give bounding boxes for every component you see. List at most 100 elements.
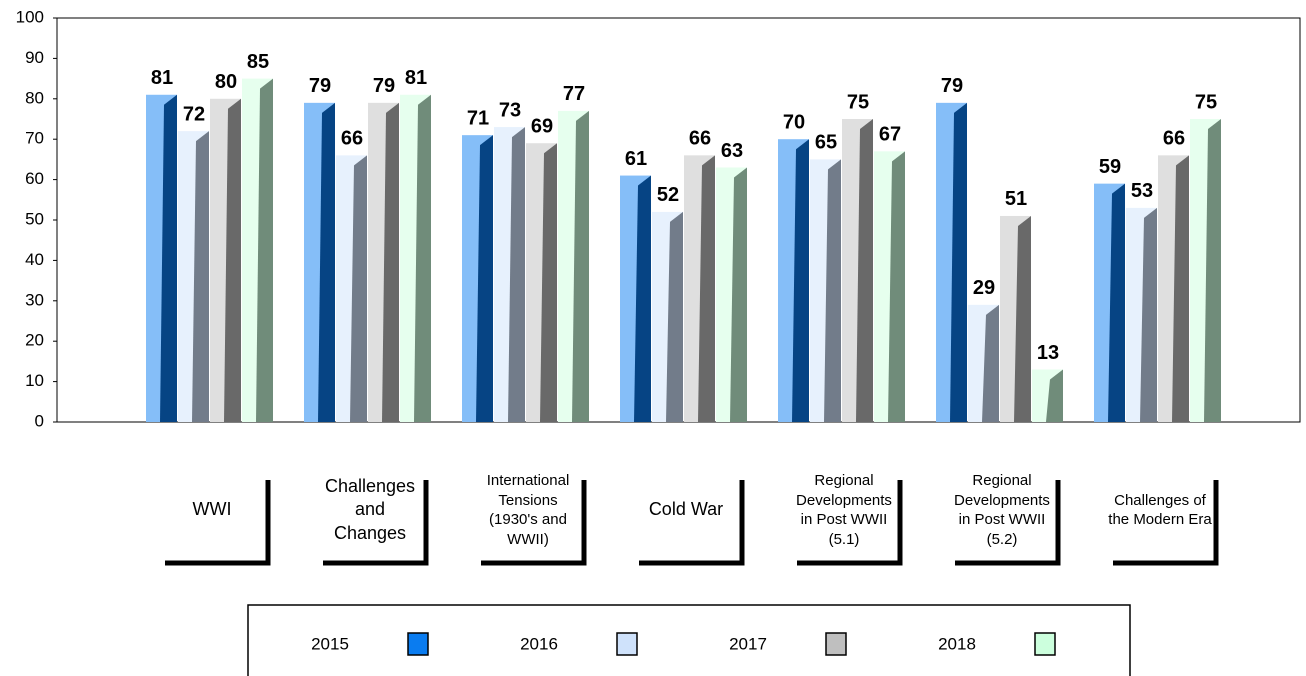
value-label: 53 bbox=[1131, 180, 1153, 202]
bar-side bbox=[318, 102, 335, 422]
x-tick-label: Challenges and Changes bbox=[324, 475, 416, 543]
bar-side bbox=[382, 102, 399, 422]
bar bbox=[558, 110, 589, 423]
bar bbox=[620, 175, 651, 422]
value-label: 51 bbox=[1005, 188, 1027, 210]
legend-frame bbox=[247, 604, 1131, 676]
bar bbox=[1032, 369, 1063, 422]
bar-side bbox=[224, 98, 241, 423]
bar-side bbox=[824, 159, 841, 422]
bar-side bbox=[792, 139, 809, 422]
x-tick-label: Cold War bbox=[648, 499, 724, 520]
bar-side bbox=[888, 151, 905, 422]
x-tick-label: International Tensions (1930's and WWII) bbox=[486, 472, 570, 548]
y-tick-label: 100 bbox=[16, 7, 44, 26]
bar bbox=[968, 304, 999, 422]
category-frame bbox=[955, 480, 1061, 566]
value-label: 59 bbox=[1099, 156, 1121, 178]
bar-side bbox=[1046, 369, 1063, 422]
legend-label: 2017 bbox=[729, 634, 767, 653]
y-tick-label: 30 bbox=[25, 290, 44, 309]
bar bbox=[684, 155, 715, 423]
value-label: 66 bbox=[341, 128, 363, 150]
value-label: 81 bbox=[151, 67, 173, 89]
bar-side bbox=[476, 135, 493, 422]
y-tick-label: 0 bbox=[35, 411, 44, 430]
value-label: 71 bbox=[467, 107, 489, 129]
value-label: 65 bbox=[815, 132, 837, 154]
bar bbox=[178, 131, 209, 422]
bar bbox=[778, 139, 809, 422]
bar bbox=[874, 151, 905, 422]
bar bbox=[1158, 155, 1189, 423]
bar-side bbox=[698, 155, 715, 423]
value-label: 66 bbox=[1163, 128, 1185, 150]
value-label: 77 bbox=[563, 83, 585, 105]
value-label: 69 bbox=[531, 116, 553, 138]
y-tick-label: 80 bbox=[25, 88, 44, 107]
value-label: 85 bbox=[247, 51, 269, 73]
legend-label: 2016 bbox=[520, 634, 558, 653]
bar bbox=[1094, 183, 1125, 422]
x-tick-label: Regional Developments in Post WWII (5.1) bbox=[796, 472, 892, 548]
bar-side bbox=[1014, 215, 1031, 422]
value-label: 75 bbox=[847, 91, 869, 113]
bar-side bbox=[572, 110, 589, 423]
bar-side bbox=[1172, 155, 1189, 423]
bar-side bbox=[508, 127, 525, 422]
bar-side bbox=[192, 131, 209, 422]
bar bbox=[462, 135, 493, 422]
bar bbox=[304, 102, 335, 422]
value-label: 63 bbox=[721, 140, 743, 162]
bar-side bbox=[856, 119, 873, 422]
value-label: 79 bbox=[373, 75, 395, 97]
bar-side bbox=[1204, 119, 1221, 422]
x-tick-label: Regional Developments in Post WWII (5.2) bbox=[954, 472, 1050, 548]
y-tick-label: 70 bbox=[25, 129, 44, 148]
y-tick-label: 60 bbox=[25, 169, 44, 188]
value-label: 61 bbox=[625, 148, 647, 170]
legend-label: 2018 bbox=[938, 634, 976, 653]
category-frame bbox=[1113, 480, 1219, 566]
bar-side bbox=[730, 167, 747, 422]
category-frame bbox=[323, 480, 429, 566]
bar-side bbox=[634, 175, 651, 422]
legend-swatch bbox=[825, 632, 847, 656]
value-label: 73 bbox=[499, 99, 521, 121]
bar-side bbox=[160, 94, 177, 422]
bar bbox=[1000, 215, 1031, 422]
value-label: 13 bbox=[1037, 342, 1059, 364]
bar bbox=[210, 98, 241, 423]
bar-side bbox=[666, 211, 683, 422]
y-tick-label: 90 bbox=[25, 48, 44, 67]
value-label: 79 bbox=[309, 75, 331, 97]
bar bbox=[842, 119, 873, 422]
category-frame bbox=[797, 480, 903, 566]
legend-swatch bbox=[616, 632, 638, 656]
y-tick-label: 10 bbox=[25, 371, 44, 390]
bar bbox=[652, 211, 683, 422]
value-label: 52 bbox=[657, 184, 679, 206]
bar-side bbox=[350, 155, 367, 423]
value-label: 72 bbox=[183, 103, 205, 125]
bar-side bbox=[950, 102, 967, 422]
bar bbox=[494, 127, 525, 422]
bar bbox=[526, 143, 557, 423]
bar bbox=[146, 94, 177, 422]
value-label: 75 bbox=[1195, 91, 1217, 113]
category-frame bbox=[165, 480, 271, 566]
bar-side bbox=[1108, 183, 1125, 422]
legend-label: 2015 bbox=[311, 634, 349, 653]
value-label: 79 bbox=[941, 75, 963, 97]
bar-side bbox=[1140, 207, 1157, 422]
value-label: 80 bbox=[215, 71, 237, 93]
bar bbox=[336, 155, 367, 423]
category-frame bbox=[639, 480, 745, 566]
bar bbox=[1126, 207, 1157, 422]
y-tick-label: 20 bbox=[25, 331, 44, 350]
bar bbox=[716, 167, 747, 422]
bar bbox=[400, 94, 431, 422]
bar-side bbox=[540, 143, 557, 423]
